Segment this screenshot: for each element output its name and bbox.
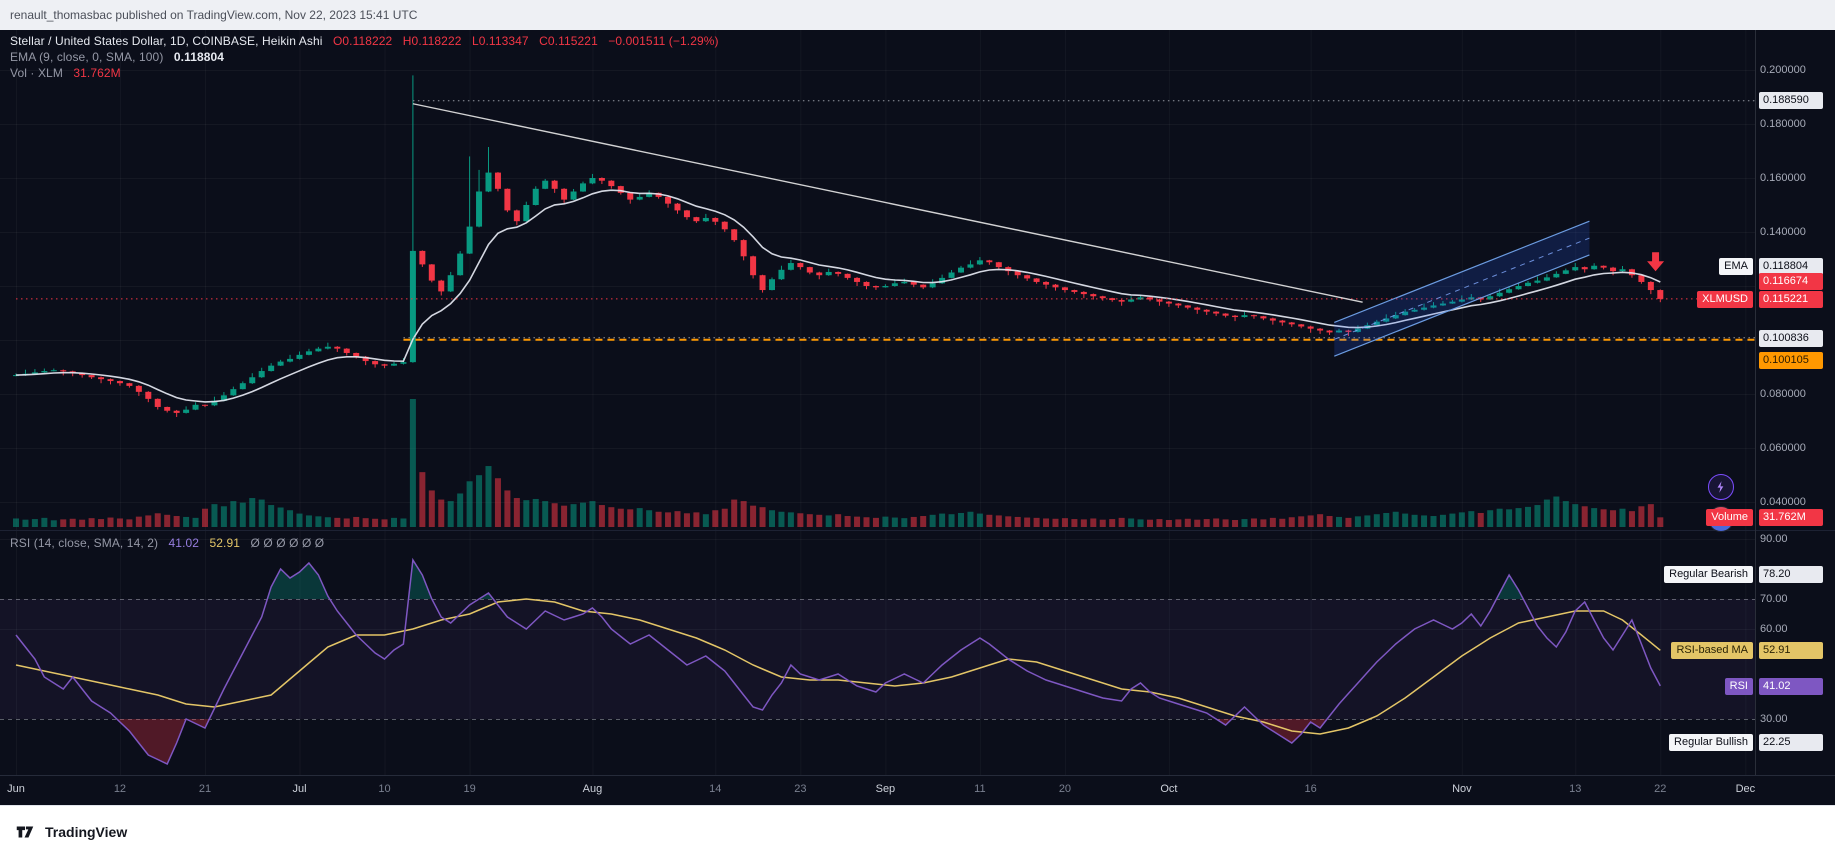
regular-bullish-tag: Regular Bullish — [1669, 734, 1753, 751]
ohlc-change: −0.001511 (−1.29%) — [608, 34, 719, 48]
last-price-label: 0.115221 — [1759, 291, 1823, 308]
rsi-tag: RSI — [1724, 678, 1753, 695]
time-axis-label: Nov — [1452, 783, 1472, 795]
symbol-legend[interactable]: Stellar / United States Dollar, 1D, COIN… — [10, 34, 726, 48]
price-axis-tick: 0.140000 — [1760, 226, 1806, 238]
boost-lightning-icon[interactable] — [1708, 474, 1734, 500]
volume-legend-label: Vol · XLM — [10, 66, 63, 80]
price-axis-tick: 0.160000 — [1760, 172, 1806, 184]
symbol-tag: XLMUSD — [1697, 291, 1753, 308]
ema-tag: EMA — [1719, 258, 1753, 275]
price-axis-tick: 0.080000 — [1760, 388, 1806, 400]
time-axis-label: 12 — [113, 783, 127, 795]
time-axis-label: 20 — [1058, 783, 1072, 795]
orange-level-label: 0.100105 — [1759, 352, 1823, 369]
secondary-price-label: 0.116674 — [1759, 273, 1823, 290]
rsi-axis-tick: 30.00 — [1760, 713, 1788, 725]
ema-price-label: 0.118804 — [1759, 258, 1823, 275]
volume-legend[interactable]: Vol · XLM 31.762M — [10, 66, 128, 80]
ema-legend-label: EMA (9, close, 0, SMA, 100) — [10, 50, 164, 64]
price-axis-tick: 0.040000 — [1760, 496, 1806, 508]
rsi-ma-legend-value: 52.91 — [209, 536, 241, 550]
rsi-axis-tick: 70.00 — [1760, 593, 1788, 605]
rsi-legend[interactable]: RSI (14, close, SMA, 14, 2) 41.02 52.91 … — [10, 536, 331, 550]
time-axis-label: Jul — [292, 783, 307, 795]
rsi-legend-label: RSI (14, close, SMA, 14, 2) — [10, 536, 159, 550]
chart-area[interactable]: Stellar / United States Dollar, 1D, COIN… — [0, 30, 1835, 775]
time-axis-label: 23 — [794, 783, 807, 795]
volume-tag: Volume — [1706, 509, 1753, 526]
footer-bar: TradingView — [0, 805, 1835, 857]
time-axis-label: 10 — [378, 783, 391, 795]
publish-info-text: renault_thomasbac published on TradingVi… — [10, 8, 418, 22]
time-axis-label: 19 — [463, 783, 476, 795]
time-axis-label: Aug — [582, 783, 603, 795]
time-axis-label: 22 — [1654, 783, 1667, 795]
time-axis[interactable]: Jun 12 21 Jul 10 19 Aug 14 23 Sep 11 20 Oct 16 Nov 13 22… — [0, 775, 1835, 805]
ohlc-open: O0.118222 — [332, 34, 393, 48]
tradingview-brand-text[interactable]: TradingView — [45, 823, 128, 840]
symbol-title: Stellar / United States Dollar, 1D, COIN… — [10, 34, 323, 48]
ohlc-close: C0.115221 — [539, 34, 598, 48]
high-level-label: 0.188590 — [1759, 92, 1823, 109]
price-axis-tick: 0.060000 — [1760, 442, 1806, 454]
rsi-axis-tick: 60.00 — [1760, 623, 1788, 635]
rsi-legend-value: 41.02 — [168, 536, 200, 550]
ema-legend[interactable]: EMA (9, close, 0, SMA, 100) 0.118804 — [10, 50, 231, 64]
ohlc-high: H0.118222 — [402, 34, 462, 48]
time-axis-label: Oct — [1160, 783, 1178, 795]
rsi-ma-tag: RSI-based MA — [1671, 642, 1753, 659]
tradingview-logo-icon[interactable] — [14, 821, 36, 843]
volume-legend-value: 31.762M — [73, 66, 121, 80]
ohlc-low: L0.113347 — [471, 34, 529, 48]
time-axis-label: 14 — [709, 783, 722, 795]
time-axis-label: Sep — [875, 783, 896, 795]
time-axis-label: Jun — [7, 783, 25, 795]
rsi-axis-tick: 90.00 — [1760, 533, 1788, 545]
rsi-legend-placeholders: Ø Ø Ø Ø Ø Ø — [250, 536, 325, 550]
ema-legend-value: 0.118804 — [173, 50, 225, 64]
rsi-value-label: 41.02 — [1759, 678, 1823, 695]
regular-bearish-tag: Regular Bearish — [1664, 566, 1753, 583]
chart-canvas[interactable] — [0, 30, 1835, 775]
price-axis-tick: 0.200000 — [1760, 64, 1806, 76]
rsi-ma-value-label: 52.91 — [1759, 642, 1823, 659]
time-axis-label: 16 — [1304, 783, 1317, 795]
time-axis-label: 11 — [974, 783, 986, 795]
volume-value-label: 31.762M — [1759, 509, 1823, 526]
regular-bearish-value: 78.20 — [1759, 566, 1823, 583]
price-axis-tick: 0.180000 — [1760, 118, 1806, 130]
publish-info-bar: renault_thomasbac published on TradingVi… — [0, 0, 1835, 30]
time-axis-label: 21 — [198, 783, 212, 795]
regular-bullish-value: 22.25 — [1759, 734, 1823, 751]
time-axis-label: 13 — [1569, 783, 1582, 795]
time-axis-label: Dec — [1735, 783, 1756, 795]
support-level-label: 0.100836 — [1759, 330, 1823, 347]
